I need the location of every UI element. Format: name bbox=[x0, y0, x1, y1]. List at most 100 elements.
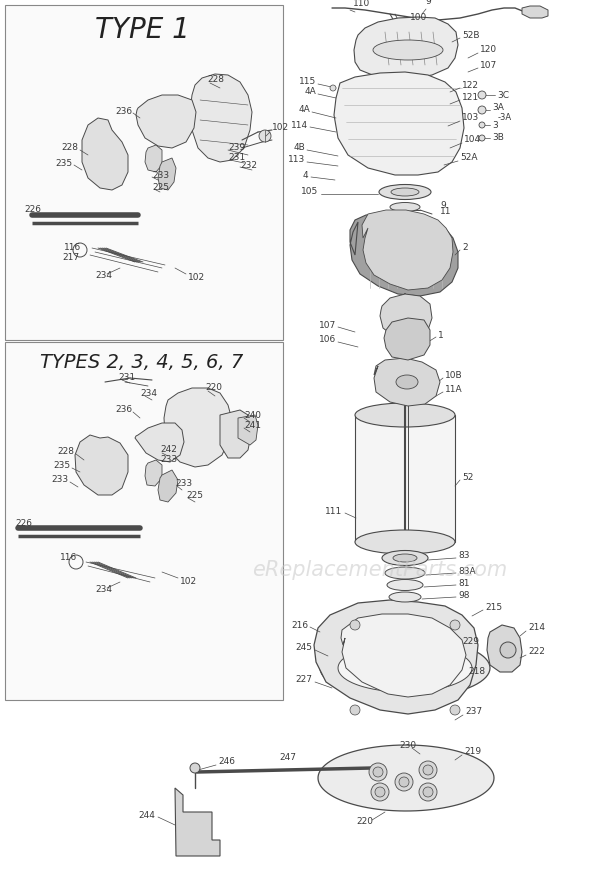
Circle shape bbox=[350, 620, 360, 630]
Polygon shape bbox=[354, 17, 458, 78]
Circle shape bbox=[423, 787, 433, 797]
Text: 107: 107 bbox=[480, 61, 497, 70]
Text: 102: 102 bbox=[188, 274, 205, 283]
Polygon shape bbox=[75, 435, 128, 495]
Text: 4B: 4B bbox=[293, 144, 305, 153]
Text: -3A: -3A bbox=[498, 113, 512, 122]
Polygon shape bbox=[314, 600, 478, 714]
Circle shape bbox=[419, 761, 437, 779]
Circle shape bbox=[423, 765, 433, 775]
Text: 102: 102 bbox=[180, 577, 197, 587]
Ellipse shape bbox=[355, 530, 455, 554]
Text: 106: 106 bbox=[319, 335, 336, 344]
Bar bbox=[355, 415, 455, 542]
Polygon shape bbox=[220, 410, 252, 458]
Text: 231: 231 bbox=[118, 373, 135, 382]
Ellipse shape bbox=[382, 550, 428, 566]
Text: 100: 100 bbox=[410, 12, 427, 21]
Text: 81: 81 bbox=[458, 579, 470, 588]
Circle shape bbox=[399, 777, 409, 787]
Text: 1: 1 bbox=[438, 331, 444, 340]
Circle shape bbox=[373, 767, 383, 777]
Circle shape bbox=[478, 91, 486, 99]
Text: 3B: 3B bbox=[492, 134, 504, 143]
Ellipse shape bbox=[385, 567, 425, 579]
Text: 236: 236 bbox=[115, 108, 132, 117]
Ellipse shape bbox=[373, 40, 443, 60]
Text: 83A: 83A bbox=[458, 566, 476, 575]
Circle shape bbox=[419, 783, 437, 801]
Text: 121: 121 bbox=[462, 93, 479, 102]
Text: 120: 120 bbox=[480, 45, 497, 54]
Text: 240: 240 bbox=[244, 410, 261, 419]
Ellipse shape bbox=[391, 188, 419, 196]
Ellipse shape bbox=[389, 592, 421, 602]
Polygon shape bbox=[238, 415, 258, 445]
Text: 234: 234 bbox=[140, 389, 157, 398]
Text: 239: 239 bbox=[228, 144, 245, 153]
Ellipse shape bbox=[393, 554, 417, 562]
Text: 234: 234 bbox=[95, 585, 112, 594]
Text: 83: 83 bbox=[458, 551, 470, 560]
Text: 247: 247 bbox=[280, 754, 297, 763]
Text: 113: 113 bbox=[288, 155, 305, 164]
Polygon shape bbox=[384, 318, 430, 360]
Text: 107: 107 bbox=[319, 320, 336, 329]
Text: 244: 244 bbox=[138, 811, 155, 820]
Text: 233: 233 bbox=[160, 456, 177, 465]
Text: 214: 214 bbox=[528, 624, 545, 632]
Text: 3A: 3A bbox=[492, 103, 504, 112]
Text: 9: 9 bbox=[440, 201, 446, 210]
Text: 4A: 4A bbox=[304, 87, 316, 96]
Text: 226: 226 bbox=[15, 519, 32, 528]
Text: 215: 215 bbox=[485, 602, 502, 612]
Text: 228: 228 bbox=[61, 144, 78, 153]
Ellipse shape bbox=[390, 202, 420, 211]
Circle shape bbox=[259, 130, 271, 142]
Circle shape bbox=[190, 763, 200, 773]
Text: 231: 231 bbox=[228, 153, 245, 162]
Polygon shape bbox=[522, 6, 548, 18]
Text: 233: 233 bbox=[175, 478, 192, 488]
Text: 11: 11 bbox=[440, 208, 451, 217]
Text: 9: 9 bbox=[425, 0, 431, 6]
Text: 220: 220 bbox=[356, 817, 373, 827]
Text: 228: 228 bbox=[207, 76, 224, 85]
Text: eReplacementParts.com: eReplacementParts.com bbox=[253, 560, 507, 580]
Text: 232: 232 bbox=[240, 161, 257, 169]
Polygon shape bbox=[190, 74, 252, 162]
Circle shape bbox=[330, 85, 336, 91]
Polygon shape bbox=[341, 614, 466, 697]
Text: 226: 226 bbox=[24, 205, 41, 214]
Text: 230: 230 bbox=[399, 740, 417, 749]
Text: TYPES 2, 3, 4, 5, 6, 7: TYPES 2, 3, 4, 5, 6, 7 bbox=[40, 352, 244, 371]
Text: 225: 225 bbox=[152, 184, 169, 193]
Polygon shape bbox=[158, 158, 176, 190]
Text: 219: 219 bbox=[464, 747, 481, 756]
Text: 2: 2 bbox=[462, 244, 468, 252]
Text: 52A: 52A bbox=[460, 153, 477, 162]
Text: 235: 235 bbox=[53, 461, 70, 470]
Circle shape bbox=[479, 122, 485, 128]
Text: 229: 229 bbox=[462, 638, 479, 647]
Polygon shape bbox=[374, 358, 440, 406]
Text: 116: 116 bbox=[60, 554, 77, 563]
Text: 227: 227 bbox=[295, 675, 312, 684]
Circle shape bbox=[450, 705, 460, 715]
Text: 245: 245 bbox=[295, 643, 312, 653]
Polygon shape bbox=[350, 213, 458, 296]
Polygon shape bbox=[320, 638, 490, 698]
Text: 122: 122 bbox=[462, 80, 479, 89]
Circle shape bbox=[375, 787, 385, 797]
Circle shape bbox=[450, 620, 460, 630]
Text: 234: 234 bbox=[95, 270, 112, 279]
Polygon shape bbox=[380, 294, 432, 338]
Polygon shape bbox=[135, 423, 184, 462]
Text: 10B: 10B bbox=[445, 371, 463, 381]
Text: 218: 218 bbox=[468, 667, 485, 676]
Text: 235: 235 bbox=[55, 160, 72, 169]
Text: 52: 52 bbox=[462, 474, 473, 483]
Text: 104: 104 bbox=[464, 136, 481, 145]
Text: 3C: 3C bbox=[497, 90, 509, 100]
Text: 233: 233 bbox=[152, 170, 169, 179]
